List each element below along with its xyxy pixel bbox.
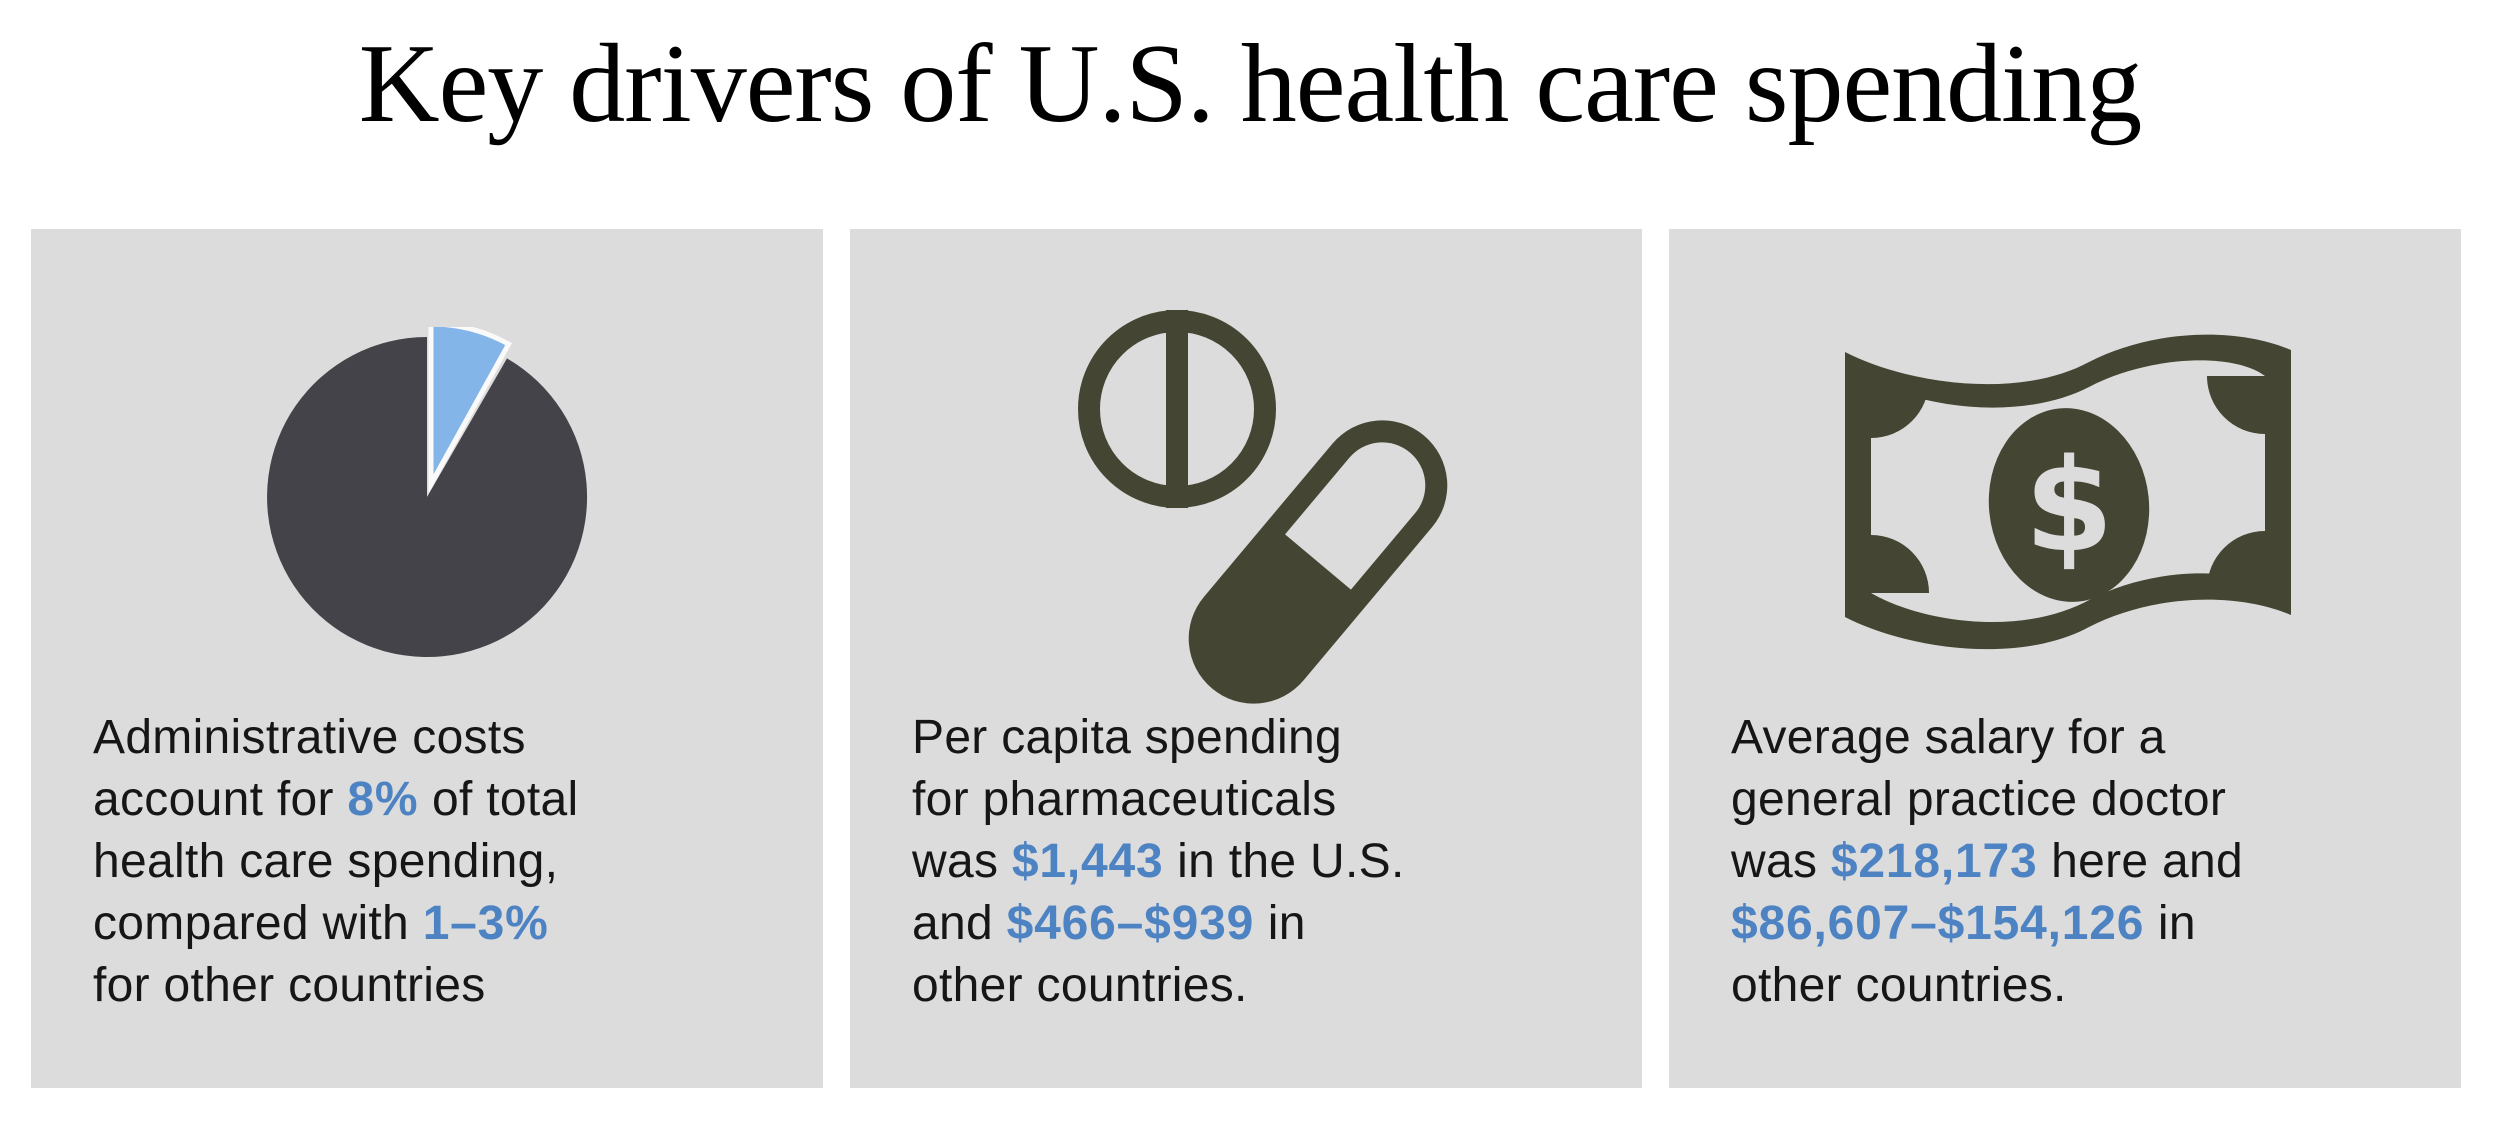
text-segment: was [1731, 835, 1831, 888]
dollar-sign-glyph: $ [2024, 432, 2113, 581]
text-line: Per capita spending [912, 707, 1612, 769]
text-segment: general practice doctor [1731, 773, 2227, 826]
text-segment: other countries. [912, 959, 1248, 1012]
text-line: and $466–$939 in [912, 893, 1612, 955]
text-segment: account for [93, 773, 348, 826]
text-segment: health care spending, [93, 835, 559, 888]
capsule [1188, 420, 1448, 704]
text-line: for other countries [93, 955, 793, 1017]
pie-chart-icon [267, 327, 588, 657]
stat-highlight: $86,607–$154,126 [1731, 897, 2145, 950]
text-segment: for other countries [93, 959, 486, 1012]
text-segment: and [912, 897, 1007, 950]
bill-corner-br [2207, 531, 2265, 589]
bill-seal-oval [1988, 408, 2150, 602]
text-segment: in [2144, 897, 2196, 950]
text-segment: Administrative costs [93, 711, 526, 764]
tablet-score-line [1166, 310, 1188, 508]
text-line: Average salary for a [1731, 707, 2431, 769]
bill-corner-tl [1871, 380, 1929, 438]
text-segment: other countries. [1731, 959, 2067, 1012]
stat-highlight: $466–$939 [1006, 897, 1255, 950]
text-line: was $218,173 here and [1731, 831, 2431, 893]
text-segment: in [1254, 897, 1306, 950]
panel-pharmaceutical-spending: Per capita spending for pharmaceuticals wa… [850, 229, 1642, 1088]
text-segment: compared with [93, 897, 423, 950]
text-segment: of total [418, 773, 579, 826]
text-line: other countries. [912, 955, 1612, 1017]
stat-highlight: $218,173 [1830, 835, 2038, 888]
text-line: for pharmaceuticals [912, 769, 1612, 831]
text-line: general practice doctor [1731, 769, 2431, 831]
stat-highlight: 8% [347, 773, 419, 826]
text-segment: here and [2037, 835, 2244, 888]
stat-highlight: 1–3% [422, 897, 549, 950]
pie-slice-rest [267, 337, 588, 657]
panel-doctor-salary-text: Average salary for a general practice doc… [1731, 707, 2431, 1017]
text-segment: in the U.S. [1163, 835, 1405, 888]
panel-pharmaceutical-spending-text: Per capita spending for pharmaceuticals wa… [912, 707, 1612, 1017]
panel-admin-costs-text: Administrative costs account for 8% of to… [93, 707, 793, 1017]
text-line: compared with 1–3% [93, 893, 793, 955]
text-segment: Per capita spending [912, 711, 1342, 764]
pills-icon [1078, 310, 1448, 704]
text-line: health care spending, [93, 831, 793, 893]
text-line: other countries. [1731, 955, 2431, 1017]
pie-slice-admin [428, 327, 512, 494]
dollar-bill-icon: $ [1845, 334, 2291, 650]
bill-border [1845, 334, 2291, 650]
text-line: account for 8% of total [93, 769, 793, 831]
text-segment: was [912, 835, 1012, 888]
text-line: was $1,443 in the U.S. [912, 831, 1612, 893]
text-line: Administrative costs [93, 707, 793, 769]
text-line: $86,607–$154,126 in [1731, 893, 2431, 955]
text-segment: for pharmaceuticals [912, 773, 1337, 826]
panel-doctor-salary: $ Average salary for a general practice d… [1669, 229, 2461, 1088]
bill-corner-tr [2207, 376, 2265, 434]
page-title: Key drivers of U.S. health care spending [358, 22, 2143, 146]
bill-corner-bl [1871, 535, 1929, 593]
stat-highlight: $1,443 [1011, 835, 1164, 888]
panel-admin-costs: Administrative costs account for 8% of to… [31, 229, 823, 1088]
text-segment: Average salary for a [1731, 711, 2166, 764]
